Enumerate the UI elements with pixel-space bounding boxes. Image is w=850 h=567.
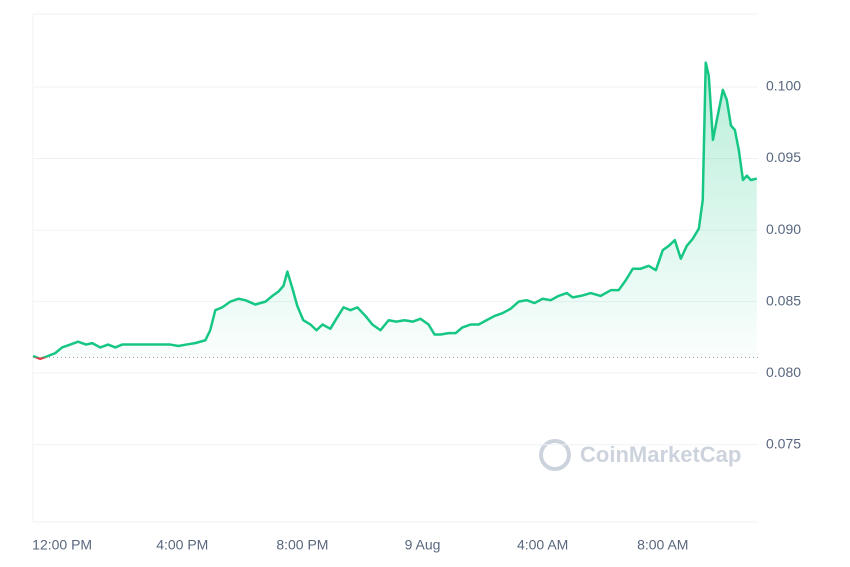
watermark: CoinMarketCap <box>539 439 741 471</box>
x-tick-label: 4:00 AM <box>517 537 568 553</box>
x-tick-label: 12:00 PM <box>32 537 92 553</box>
x-tick-label: 8:00 AM <box>637 537 688 553</box>
x-tick-label: 9 Aug <box>405 537 441 553</box>
price-line <box>32 61 758 361</box>
watermark-logo <box>539 439 571 471</box>
area <box>33 62 757 359</box>
x-tick-label: 4:00 PM <box>156 537 208 553</box>
y-tick-label: 0.085 <box>766 292 801 308</box>
y-tick-label: 0.095 <box>766 149 801 165</box>
y-tick-label: 0.090 <box>766 221 801 237</box>
y-tick-label: 0.100 <box>766 78 801 94</box>
x-tick-label: 8:00 PM <box>276 537 328 553</box>
y-tick-label: 0.075 <box>766 435 801 451</box>
y-tick-label: 0.080 <box>766 364 801 380</box>
watermark-text: CoinMarketCap <box>580 442 741 467</box>
